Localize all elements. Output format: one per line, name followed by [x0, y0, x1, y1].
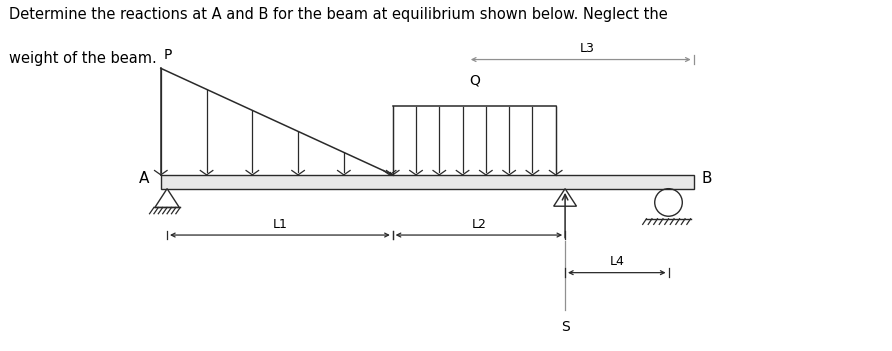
Text: B: B — [701, 171, 712, 186]
Polygon shape — [554, 188, 576, 206]
Text: Determine the reactions at A and B for the beam at equilibrium shown below. Negl: Determine the reactions at A and B for t… — [9, 7, 668, 22]
Bar — [161, 175, 694, 188]
Text: L3: L3 — [580, 42, 594, 55]
Text: weight of the beam.: weight of the beam. — [9, 51, 157, 66]
Text: L4: L4 — [609, 255, 624, 268]
Polygon shape — [155, 188, 179, 207]
Text: P: P — [164, 48, 172, 62]
Text: A: A — [139, 171, 150, 186]
Text: Q: Q — [469, 74, 480, 88]
Text: S: S — [561, 320, 569, 334]
Text: L1: L1 — [272, 218, 287, 231]
Text: L2: L2 — [472, 218, 486, 231]
